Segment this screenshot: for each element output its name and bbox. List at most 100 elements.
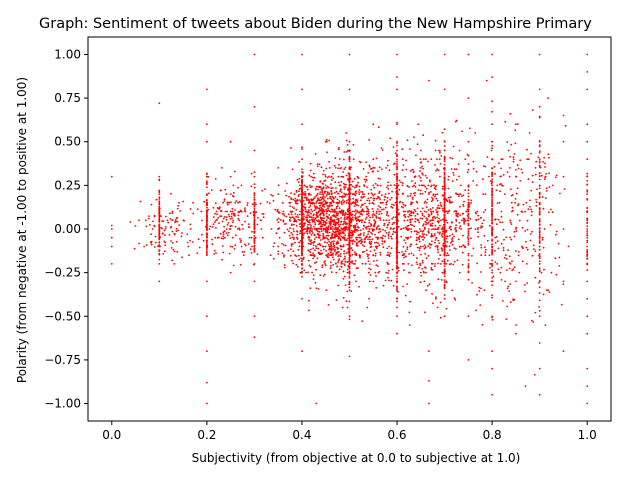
data-point — [339, 239, 342, 242]
data-point — [534, 311, 537, 314]
data-point — [343, 222, 345, 225]
data-point — [299, 184, 301, 187]
data-point — [416, 246, 419, 249]
data-point — [134, 225, 137, 227]
data-point — [526, 148, 528, 151]
data-point — [297, 248, 300, 251]
data-point — [397, 225, 400, 228]
data-point — [221, 258, 223, 261]
data-point — [543, 268, 545, 271]
data-point — [418, 221, 420, 224]
data-point — [426, 202, 428, 204]
data-point — [491, 269, 493, 272]
data-point — [538, 191, 541, 194]
data-point — [451, 289, 454, 292]
data-point — [430, 200, 433, 203]
data-point — [315, 402, 318, 405]
data-point — [421, 212, 424, 215]
data-point — [198, 246, 201, 249]
data-point — [491, 123, 493, 126]
data-point — [335, 242, 338, 245]
data-point — [164, 234, 166, 237]
data-point — [348, 193, 351, 196]
data-point — [355, 252, 358, 255]
data-point — [326, 151, 328, 154]
data-point — [392, 285, 395, 287]
data-point — [445, 231, 447, 233]
data-point — [555, 273, 558, 276]
data-point — [158, 198, 161, 200]
data-point — [175, 240, 178, 243]
data-point — [321, 225, 324, 228]
data-point — [455, 210, 458, 213]
data-point — [327, 254, 329, 257]
data-point — [240, 245, 243, 248]
data-point — [432, 194, 435, 197]
data-point — [309, 243, 312, 245]
data-point — [308, 192, 311, 195]
data-point — [317, 211, 320, 214]
data-point — [295, 220, 298, 223]
data-point — [524, 230, 527, 232]
data-point — [431, 196, 433, 199]
data-point — [481, 222, 484, 225]
data-point — [409, 218, 411, 221]
data-point — [467, 216, 470, 218]
data-point — [386, 261, 389, 264]
data-point — [345, 213, 347, 216]
data-point — [462, 203, 464, 206]
data-point — [301, 350, 303, 353]
data-point — [503, 257, 506, 259]
data-point — [333, 245, 335, 248]
data-point — [509, 263, 512, 265]
data-point — [344, 221, 347, 224]
data-point — [380, 212, 383, 215]
data-point — [356, 201, 359, 203]
data-point — [373, 222, 376, 225]
data-point — [369, 246, 372, 249]
data-point — [340, 175, 343, 178]
data-point — [340, 248, 343, 251]
data-point — [421, 192, 424, 195]
data-point — [292, 198, 295, 201]
data-point — [322, 186, 325, 189]
data-point — [450, 168, 453, 170]
data-point — [497, 268, 500, 271]
data-point — [515, 280, 517, 283]
data-point — [309, 265, 312, 268]
data-point — [498, 162, 500, 165]
data-point — [348, 289, 351, 291]
data-point — [171, 210, 174, 213]
data-point — [520, 210, 523, 213]
data-point — [348, 210, 351, 213]
data-point — [296, 199, 298, 201]
data-point — [360, 191, 362, 193]
data-point — [567, 245, 570, 248]
data-point — [409, 223, 412, 226]
data-point — [370, 168, 372, 170]
data-point — [434, 241, 436, 244]
data-point — [408, 213, 411, 216]
data-point — [491, 188, 493, 191]
data-point — [491, 248, 493, 251]
data-point — [358, 215, 361, 218]
data-point — [491, 240, 493, 242]
data-point — [244, 210, 246, 213]
data-point — [215, 252, 217, 254]
data-point — [443, 191, 446, 194]
data-point — [385, 214, 388, 216]
data-point — [396, 306, 398, 309]
data-point — [306, 212, 309, 214]
data-point — [206, 350, 208, 353]
data-point — [342, 230, 344, 232]
data-point — [586, 190, 589, 193]
data-point — [456, 214, 458, 217]
data-point — [375, 228, 378, 230]
data-point — [351, 234, 354, 237]
data-point — [351, 243, 354, 245]
data-point — [409, 195, 412, 197]
data-point — [367, 238, 369, 241]
data-point — [521, 226, 524, 229]
data-point — [294, 241, 296, 244]
data-point — [431, 219, 434, 222]
